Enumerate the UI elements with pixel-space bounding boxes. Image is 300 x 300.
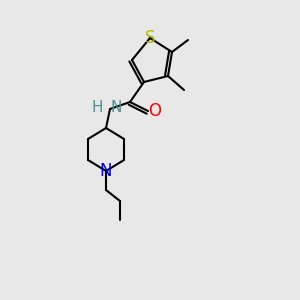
Text: N: N xyxy=(111,100,122,116)
Text: H: H xyxy=(92,100,103,116)
Text: S: S xyxy=(145,29,155,47)
Text: O: O xyxy=(148,102,161,120)
Text: N: N xyxy=(100,162,112,180)
